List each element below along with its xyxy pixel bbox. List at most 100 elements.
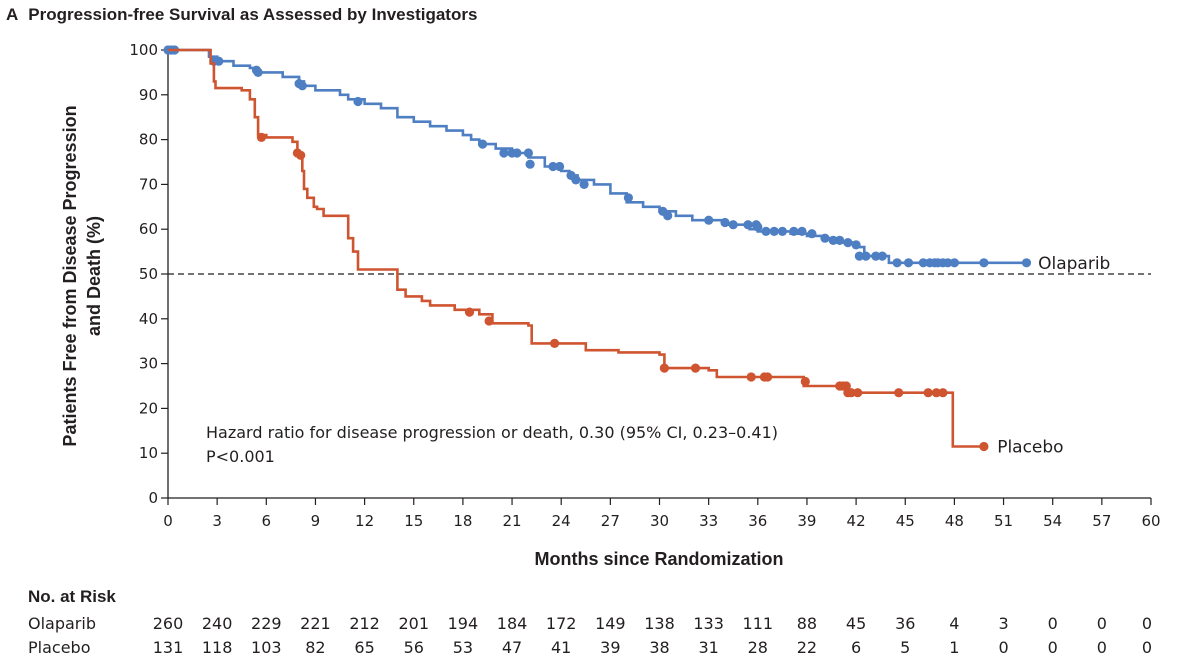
y-tick-label: 20 (139, 399, 158, 417)
x-tick-label: 18 (453, 512, 472, 530)
censor-mark-olaparib (512, 148, 522, 158)
risk-cell: 56 (403, 638, 424, 657)
x-tick-label: 24 (552, 512, 571, 530)
censor-mark-olaparib (1021, 258, 1032, 268)
censor-mark-olaparib (851, 240, 861, 250)
y-tick-label: 100 (129, 41, 158, 59)
censor-mark-olaparib (214, 56, 224, 66)
censor-mark-olaparib (871, 251, 881, 261)
censor-mark-olaparib (769, 226, 779, 236)
x-tick-label: 54 (1043, 512, 1062, 530)
censor-mark-olaparib (704, 215, 714, 225)
censor-mark-placebo (464, 307, 475, 317)
risk-cell: 41 (551, 638, 572, 657)
censor-mark-placebo (484, 316, 494, 326)
censor-mark-placebo (256, 132, 266, 142)
censor-mark-placebo (894, 388, 904, 398)
risk-cell: 184 (496, 614, 528, 633)
panel-letter: A (6, 5, 19, 24)
censor-mark-olaparib (297, 81, 307, 91)
censor-mark-olaparib (835, 235, 845, 245)
x-tick-label: 9 (311, 512, 321, 530)
censor-mark-placebo (296, 150, 306, 160)
censor-mark-olaparib (555, 161, 565, 172)
risk-cell: 53 (452, 638, 474, 657)
x-tick-label: 60 (1141, 512, 1160, 530)
censor-mark-olaparib (663, 211, 673, 221)
x-tick-label: 21 (503, 512, 522, 530)
x-tick-label: 57 (1092, 512, 1111, 530)
censor-mark-olaparib (877, 251, 887, 261)
risk-cell: 28 (747, 638, 768, 657)
x-tick-label: 33 (699, 512, 718, 530)
risk-cell: 45 (845, 614, 867, 633)
p-value-annotation: P<0.001 (206, 447, 275, 466)
risk-cell: 39 (600, 638, 621, 657)
risk-cell: 1 (949, 638, 960, 657)
censor-mark-placebo (746, 372, 756, 382)
panel-title: A Progression-free Survival as Assessed b… (6, 5, 477, 25)
x-tick-label: 6 (262, 512, 272, 530)
risk-cell: 0 (1047, 638, 1058, 657)
risk-cell: 201 (398, 614, 430, 633)
y-tick-label: 90 (139, 86, 158, 104)
x-tick-label: 27 (601, 512, 620, 530)
risk-cell: 138 (644, 614, 675, 633)
censor-mark-placebo (800, 376, 810, 387)
censor-mark-olaparib (579, 179, 589, 189)
risk-cell: 6 (851, 638, 862, 657)
risk-cell: 22 (796, 638, 818, 657)
censor-mark-olaparib (478, 139, 488, 149)
risk-cell: 194 (447, 614, 479, 633)
censor-mark-olaparib (761, 226, 771, 236)
x-tick-label: 3 (212, 512, 222, 530)
risk-cell: 118 (201, 638, 233, 657)
censor-mark-olaparib (789, 226, 799, 236)
x-tick-label: 0 (163, 512, 173, 530)
censor-mark-olaparib (918, 258, 928, 268)
censor-mark-olaparib (728, 220, 738, 230)
risk-cell: 133 (693, 614, 724, 633)
risk-cell: 111 (742, 614, 774, 633)
risk-cell: 88 (796, 614, 818, 633)
censor-mark-olaparib (499, 148, 509, 158)
censor-mark-placebo (979, 441, 989, 452)
censor-mark-placebo (690, 363, 701, 373)
x-tick-label: 39 (797, 512, 816, 530)
risk-cell: 240 (201, 614, 233, 633)
risk-cell: 0 (1141, 614, 1153, 633)
risk-cell: 131 (152, 638, 184, 657)
y-tick-label: 80 (139, 131, 158, 149)
censor-mark-olaparib (943, 258, 953, 268)
censor-mark-olaparib (949, 258, 960, 268)
censor-mark-olaparib (743, 220, 753, 230)
hazard-ratio-annotation: Hazard ratio for disease progression or … (206, 423, 778, 442)
y-tick-label: 40 (139, 310, 158, 328)
censor-mark-olaparib (854, 251, 865, 261)
y-tick-label: 10 (139, 444, 158, 462)
risk-cell: 82 (305, 638, 326, 657)
risk-cell: 0 (998, 638, 1009, 657)
y-tick-label: 60 (139, 220, 158, 238)
risk-cell: 36 (895, 614, 916, 633)
censor-mark-placebo (846, 388, 856, 398)
x-tick-label: 30 (650, 512, 669, 530)
censor-mark-olaparib (548, 161, 558, 172)
censor-mark-placebo (938, 388, 948, 398)
risk-cell: 103 (251, 638, 282, 657)
censor-mark-placebo (550, 338, 560, 348)
censor-mark-placebo (931, 388, 942, 398)
x-tick-label: 45 (896, 512, 915, 530)
censor-mark-placebo (659, 363, 670, 373)
censor-mark-olaparib (253, 67, 263, 77)
risk-row-label: Placebo (28, 638, 91, 657)
censor-mark-olaparib (828, 235, 838, 245)
x-tick-label: 51 (994, 512, 1013, 530)
risk-cell: 38 (649, 638, 670, 657)
censor-mark-olaparib (525, 159, 535, 169)
y-tick-label: 0 (148, 489, 158, 507)
y-tick-label: 70 (139, 175, 158, 193)
y-tick-label: 50 (139, 265, 158, 283)
